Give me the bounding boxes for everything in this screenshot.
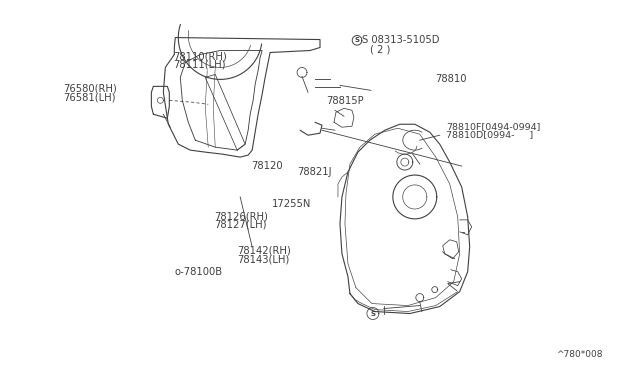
Text: S 08313-5105D: S 08313-5105D	[362, 35, 439, 45]
Text: 78110(RH): 78110(RH)	[173, 51, 227, 61]
Text: o-78100B: o-78100B	[174, 267, 223, 278]
Text: 78126(RH): 78126(RH)	[214, 211, 269, 221]
Text: 78821J: 78821J	[298, 167, 332, 177]
Text: 78810D[0994-     ]: 78810D[0994- ]	[447, 130, 534, 140]
Text: 78810F[0494-0994]: 78810F[0494-0994]	[447, 122, 541, 131]
Text: ( 2 ): ( 2 )	[370, 45, 390, 55]
Text: 78142(RH): 78142(RH)	[237, 246, 291, 256]
Text: 78120: 78120	[252, 161, 284, 171]
Text: 76580(RH): 76580(RH)	[63, 84, 117, 94]
Text: ^780*008: ^780*008	[556, 350, 603, 359]
Text: 76581(LH): 76581(LH)	[63, 92, 116, 102]
Text: S: S	[371, 311, 376, 317]
Text: 17255N: 17255N	[272, 199, 312, 209]
Text: 78815P: 78815P	[326, 96, 364, 106]
Text: 78111(LH): 78111(LH)	[173, 60, 226, 70]
Text: 78143(LH): 78143(LH)	[237, 254, 289, 264]
Text: 78810: 78810	[435, 74, 467, 84]
Text: 78127(LH): 78127(LH)	[214, 219, 267, 230]
Text: S: S	[355, 37, 360, 44]
